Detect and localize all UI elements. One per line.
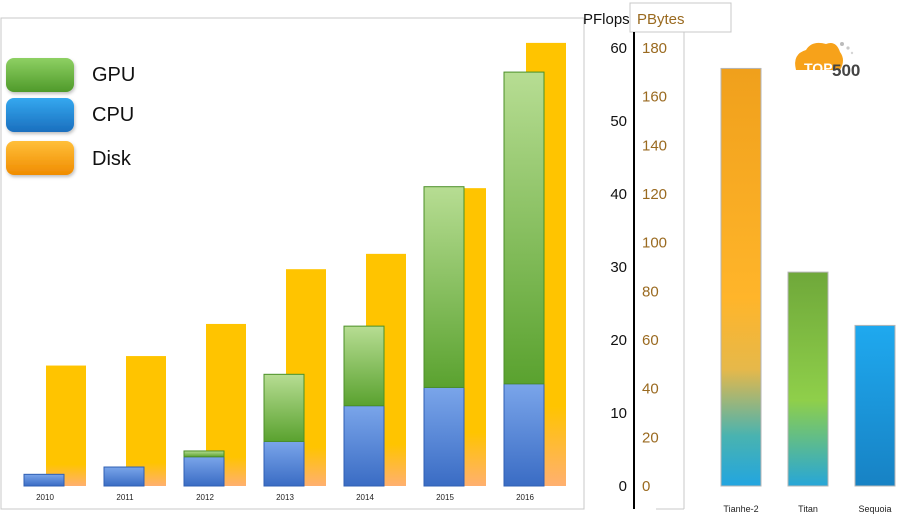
pbytes-tick-label: 40 bbox=[642, 381, 659, 398]
year-label: 2011 bbox=[116, 493, 134, 502]
cpu-bar bbox=[183, 456, 225, 487]
logo-top-text: TOP bbox=[804, 60, 833, 76]
legend-label-gpu: GPU bbox=[92, 64, 135, 86]
left-chart-bars bbox=[23, 42, 566, 487]
logo-map-icon bbox=[795, 42, 843, 70]
gpu-bar bbox=[423, 186, 465, 388]
gpu-bar bbox=[503, 71, 545, 385]
system-bar bbox=[787, 271, 829, 487]
system-bar bbox=[720, 67, 762, 487]
legend-swatch-cpu bbox=[6, 98, 74, 132]
year-label: 2016 bbox=[516, 493, 534, 502]
system-label: Tianhe-2 bbox=[723, 504, 758, 514]
pbytes-label-box bbox=[629, 2, 732, 33]
pbytes-tick-label: 0 bbox=[642, 478, 650, 495]
cpu-bar bbox=[423, 386, 465, 487]
pflops-tick-label: 40 bbox=[610, 186, 627, 203]
logo-500-text: 500 bbox=[832, 61, 860, 80]
pflops-tick-label: 50 bbox=[610, 113, 627, 130]
right-chart-bars bbox=[720, 67, 896, 487]
cpu-bar bbox=[23, 473, 65, 487]
system-label: Sequoia bbox=[858, 504, 891, 514]
legend-swatch-disk bbox=[6, 141, 74, 175]
pflops-ticks: 60 50 40 30 20 10 0 bbox=[610, 40, 627, 495]
pflops-tick-label: 30 bbox=[610, 259, 627, 276]
pflops-tick-label: 60 bbox=[610, 40, 627, 57]
gpu-bar bbox=[183, 450, 225, 458]
pbytes-tick-label: 120 bbox=[642, 186, 667, 203]
year-labels: 2010 2011 2012 2013 2014 2015 2016 bbox=[36, 493, 534, 502]
year-label: 2013 bbox=[276, 493, 294, 502]
pflops-tick-label: 20 bbox=[610, 332, 627, 349]
cpu-bar bbox=[503, 383, 545, 487]
logo-dot-icon bbox=[846, 46, 850, 50]
system-bar bbox=[854, 324, 896, 487]
gpu-bar bbox=[343, 325, 385, 407]
year-label: 2010 bbox=[36, 493, 54, 502]
system-labels: Tianhe-2 Titan Sequoia bbox=[723, 504, 891, 514]
cpu-bar bbox=[263, 440, 305, 487]
pbytes-tick-label: 100 bbox=[642, 235, 667, 252]
top500-logo: TOP 500 bbox=[795, 42, 860, 80]
gpu-bar bbox=[263, 373, 305, 442]
pbytes-tick-label: 140 bbox=[642, 137, 667, 154]
logo-dot-icon bbox=[850, 51, 854, 55]
pbytes-axis-label: PBytes bbox=[637, 11, 685, 28]
year-label: 2015 bbox=[436, 493, 454, 502]
pflops-tick-label: 10 bbox=[610, 405, 627, 422]
legend-swatch-gpu bbox=[6, 58, 74, 92]
legend-label-disk: Disk bbox=[92, 148, 132, 170]
logo-dot-icon bbox=[840, 42, 844, 46]
pbytes-tick-label: 180 bbox=[642, 40, 667, 57]
legend-label-cpu: CPU bbox=[92, 104, 134, 126]
pbytes-tick-label: 160 bbox=[642, 89, 667, 106]
pbytes-tick-label: 60 bbox=[642, 332, 659, 349]
pbytes-tick-label: 80 bbox=[642, 283, 659, 300]
cpu-bar bbox=[343, 405, 385, 487]
system-label: Titan bbox=[798, 504, 818, 514]
cpu-bar bbox=[103, 466, 145, 487]
disk-bar bbox=[126, 356, 166, 486]
year-label: 2012 bbox=[196, 493, 214, 502]
pbytes-tick-label: 20 bbox=[642, 429, 659, 446]
pbytes-ticks: 180 160 140 120 100 80 60 40 20 0 bbox=[642, 40, 667, 495]
disk-bar bbox=[46, 365, 86, 486]
pflops-tick-label: 0 bbox=[619, 478, 627, 495]
pflops-axis-label: PFlops bbox=[583, 11, 630, 28]
year-label: 2014 bbox=[356, 493, 374, 502]
legend: GPU CPU Disk bbox=[6, 58, 135, 175]
